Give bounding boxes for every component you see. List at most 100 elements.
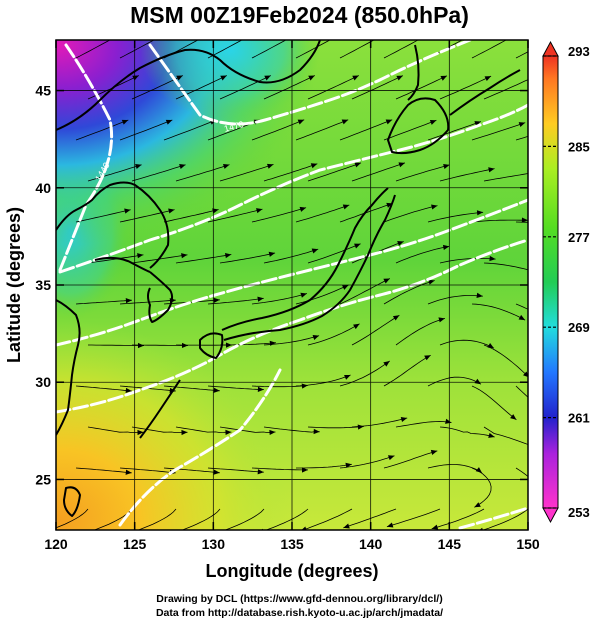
wind-arrowhead — [207, 29, 215, 36]
credit-data: Data from http://database.rish.kyoto-u.a… — [155, 607, 444, 619]
wind-arrowhead — [440, 75, 447, 81]
streamline — [483, 344, 528, 377]
wind-arrowhead — [386, 522, 394, 528]
wind-arrowhead — [518, 314, 526, 321]
wind-arrowhead — [488, 167, 495, 173]
streamline — [163, 385, 220, 392]
wind-arrowhead — [397, 241, 404, 246]
wind-arrowhead — [135, 164, 142, 170]
wind-arrowhead — [352, 75, 359, 81]
wind-arrowhead — [121, 119, 129, 125]
wind-arrowhead — [313, 428, 320, 435]
streamline — [307, 323, 360, 346]
streamline — [175, 164, 230, 182]
streamline — [383, 40, 419, 59]
streamline — [207, 297, 264, 305]
coastlines — [56, 40, 521, 517]
wind-arrowhead — [474, 121, 481, 126]
streamline — [163, 467, 220, 474]
wind-arrowhead — [533, 269, 540, 276]
wind-arrowhead — [342, 285, 349, 290]
streamline — [295, 119, 349, 141]
streamline — [295, 284, 349, 305]
wind-arrowhead — [343, 523, 350, 529]
streamline — [207, 385, 264, 390]
y-axis: 25 30 35 40 45 — [35, 83, 528, 487]
streamline — [137, 508, 177, 530]
streamline — [383, 354, 431, 387]
streamline — [427, 295, 483, 305]
wind-arrowhead — [124, 208, 131, 214]
wind-arrowhead — [299, 206, 307, 212]
coastline-kuril — [449, 69, 521, 116]
streamline — [351, 314, 400, 346]
wind-arrowhead — [257, 386, 264, 392]
coastline-korea — [147, 271, 174, 323]
x-tick-label: 135 — [280, 536, 304, 552]
coastline-hokkaido — [387, 97, 450, 155]
coastline-honshu — [221, 187, 389, 331]
streamline — [339, 360, 390, 387]
wind-arrowhead — [387, 455, 395, 461]
contour-line — [148, 40, 472, 126]
wind-arrowhead — [179, 164, 186, 170]
streamline — [163, 299, 220, 305]
streamline — [175, 426, 232, 433]
streamline — [483, 173, 528, 182]
colorbar-tick-label: 253 — [568, 505, 590, 520]
contour-line — [56, 238, 528, 414]
y-tick-label: 25 — [35, 471, 51, 487]
wind-arrowhead — [220, 75, 227, 81]
x-tick-label: 125 — [123, 536, 147, 552]
streamline — [251, 293, 308, 305]
wind-arrowhead — [181, 253, 188, 259]
wind-arrowhead — [308, 75, 315, 81]
wind-arrowhead — [354, 162, 361, 168]
streamline — [482, 508, 528, 530]
streamline — [75, 209, 131, 223]
streamline — [301, 508, 353, 530]
credits: Drawing by DCL (https://www.gfd-dennou.o… — [0, 592, 599, 620]
coastline-asia — [56, 181, 170, 269]
streamline — [75, 40, 111, 59]
streamline — [87, 426, 144, 434]
wind-arrowhead — [442, 244, 450, 250]
contour-line — [458, 506, 528, 530]
wind-arrowhead — [213, 469, 220, 475]
wind-arrowhead — [295, 29, 303, 36]
streamline — [251, 119, 305, 141]
streamline — [219, 252, 276, 264]
wind-arrowhead — [165, 119, 173, 125]
streamline — [307, 243, 361, 264]
streamline — [395, 246, 450, 264]
streamline — [131, 426, 188, 434]
streamline — [75, 385, 132, 392]
wind-arrowhead — [181, 342, 188, 349]
wind-arrowhead — [345, 462, 352, 468]
y-tick-label: 30 — [35, 374, 51, 390]
wind-arrowhead — [225, 429, 232, 435]
wind-arrowhead — [515, 29, 523, 36]
wind-arrowhead — [163, 29, 171, 36]
wind-arrowhead — [251, 29, 259, 36]
coastline-shandong — [94, 256, 151, 273]
wind-arrowhead — [438, 317, 445, 323]
streamline — [386, 508, 441, 528]
wind-arrowhead — [430, 449, 438, 455]
wind-arrowhead — [311, 248, 319, 254]
coastline-taiwan — [63, 486, 81, 517]
streamline — [56, 508, 89, 529]
streamline — [439, 75, 492, 100]
wind-arrowhead — [301, 467, 308, 473]
y-tick-label: 45 — [35, 83, 51, 99]
wind-arrowhead — [312, 335, 320, 340]
wind-arrowhead — [310, 163, 318, 169]
wind-arrowhead — [266, 163, 274, 169]
wind-arrowhead — [342, 204, 350, 210]
wind-arrowhead — [168, 208, 175, 214]
streamline — [307, 75, 359, 100]
wind-arrowhead — [339, 29, 347, 36]
streamline — [395, 318, 446, 346]
streamline — [339, 278, 391, 305]
